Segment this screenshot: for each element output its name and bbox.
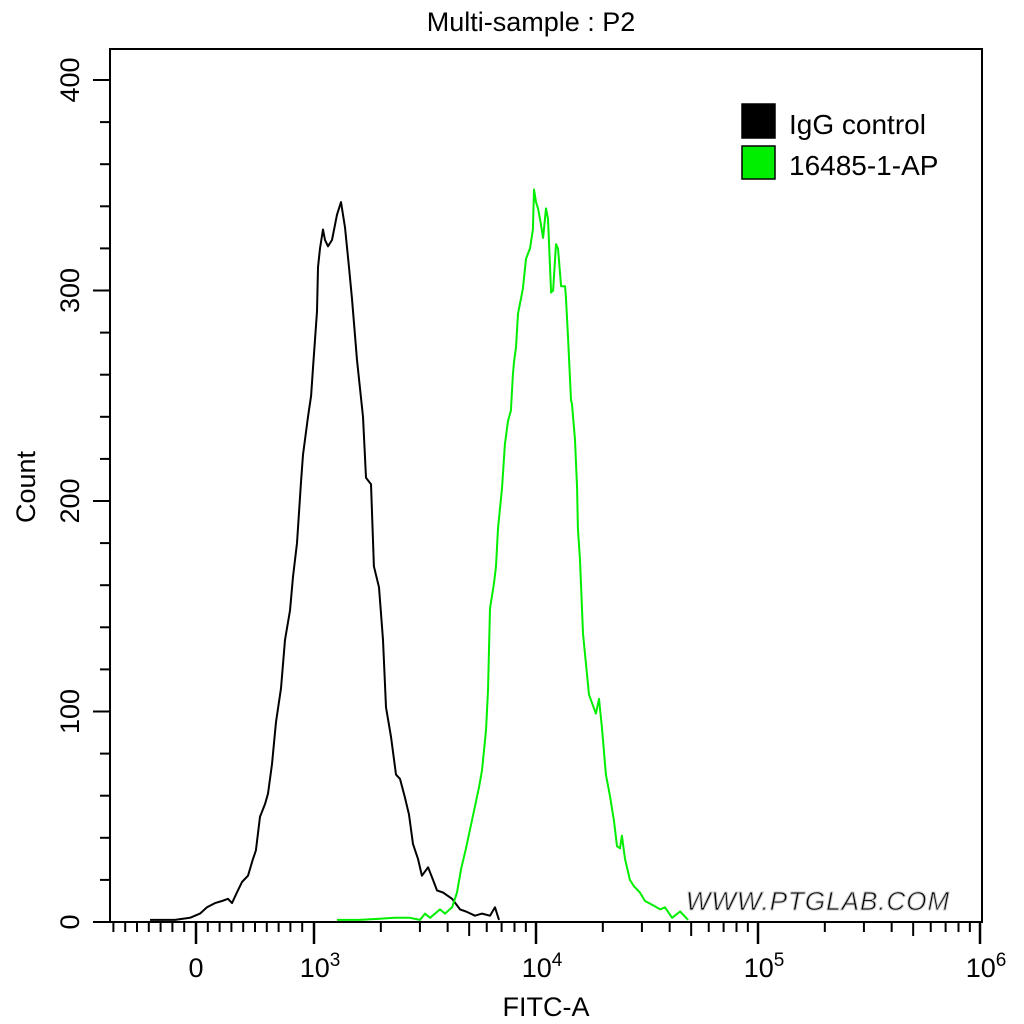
chart-title: Multi-sample : P2	[427, 7, 636, 37]
series-line-1	[337, 188, 689, 921]
plot-frame	[109, 48, 983, 923]
x-tick-label: 103	[300, 950, 341, 983]
series-curves	[150, 188, 689, 921]
y-tick-label: 300	[55, 268, 85, 313]
y-axis: 0 100 200 300 400	[55, 57, 110, 930]
legend-swatch-16485-1-ap	[741, 145, 776, 180]
x-tick-label: 105	[744, 950, 785, 983]
legend-label-igg-control: IgG control	[789, 109, 926, 140]
y-tick-label: 200	[55, 478, 85, 523]
watermark: WWW.PTGLAB.COM	[686, 886, 950, 916]
series-line-0	[150, 201, 500, 921]
y-tick-label: 400	[55, 57, 85, 102]
x-axis: 0 103 104 105 106	[112, 922, 1007, 983]
x-tick-label: 0	[188, 953, 203, 983]
y-tick-label: 100	[55, 689, 85, 734]
legend-swatch-igg-control	[741, 103, 776, 139]
legend-label-16485-1-ap: 16485-1-AP	[789, 150, 938, 181]
legend: IgG control 16485-1-AP	[741, 103, 938, 181]
x-axis-label: FITC-A	[503, 992, 590, 1022]
y-tick-label: 0	[55, 914, 85, 929]
x-tick-label: 106	[966, 950, 1007, 983]
y-axis-label: Count	[11, 450, 41, 523]
x-tick-label: 104	[522, 950, 563, 983]
